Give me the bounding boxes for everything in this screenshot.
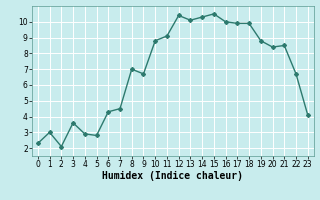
- X-axis label: Humidex (Indice chaleur): Humidex (Indice chaleur): [102, 171, 243, 181]
